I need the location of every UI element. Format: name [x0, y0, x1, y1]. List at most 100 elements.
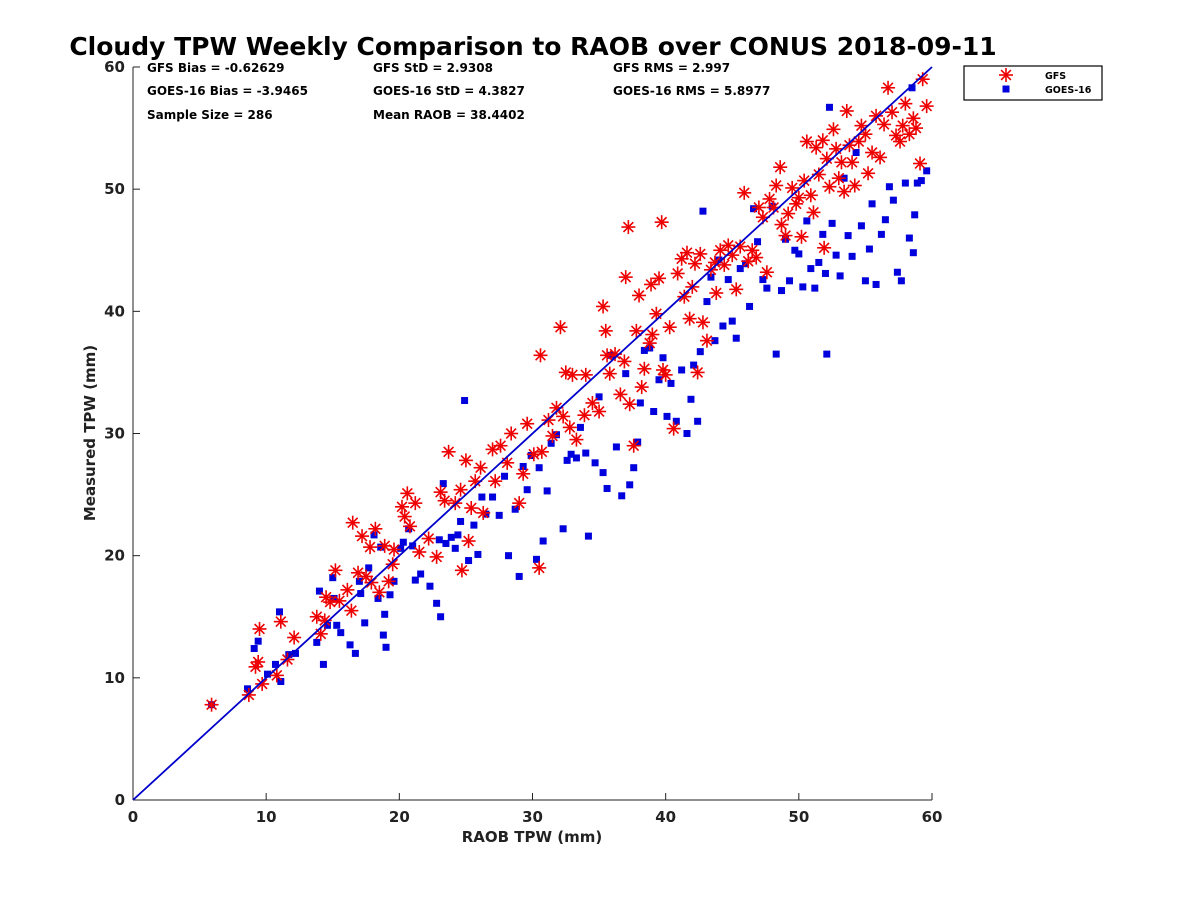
goes16-point — [379, 631, 387, 639]
goes16-point — [750, 205, 758, 213]
gfs-point — [690, 365, 705, 380]
goes16-point — [409, 542, 417, 550]
gfs-point — [839, 103, 854, 118]
gfs-point — [695, 315, 710, 330]
goes16-point — [836, 272, 844, 280]
gfs-point — [577, 408, 592, 423]
gfs-point — [791, 190, 806, 205]
goes16-point — [857, 222, 865, 230]
gfs-point — [556, 409, 571, 424]
gfs-point — [429, 549, 444, 564]
gfs-point — [569, 432, 584, 447]
goes16-point — [711, 337, 719, 345]
x-tick-label: 60 — [922, 808, 943, 826]
gfs-point — [368, 521, 383, 536]
gfs-point — [826, 122, 841, 137]
stat-text: GFS RMS = 2.997 — [613, 61, 730, 75]
gfs-point — [682, 311, 697, 326]
goes16-point — [523, 486, 531, 494]
gfs-point — [533, 348, 548, 363]
gfs-point — [565, 367, 580, 382]
gfs-point — [666, 421, 681, 436]
goes16-point — [547, 439, 555, 447]
goes16-point — [815, 258, 823, 266]
goes16-point — [694, 417, 702, 425]
gfs-point — [255, 676, 270, 691]
goes16-point — [382, 643, 390, 651]
goes16-point — [728, 317, 736, 325]
gfs-point — [488, 474, 503, 489]
x-axis-label: RAOB TPW (mm) — [462, 828, 603, 846]
legend: GFS GOES-16 — [963, 65, 1103, 101]
goes16-point — [622, 370, 630, 378]
gfs-point — [372, 585, 387, 600]
y-tick-label: 60 — [104, 58, 125, 76]
goes16-point — [527, 451, 535, 459]
goes16-point — [678, 366, 686, 374]
goes16-point — [454, 531, 462, 539]
legend-label-goes16: GOES-16 — [1045, 85, 1092, 96]
stat-text: GFS Bias = -0.62629 — [147, 61, 284, 75]
y-tick-label: 50 — [104, 180, 125, 198]
gfs-point — [831, 171, 846, 186]
one-to-one-line — [132, 66, 933, 801]
x-tick-label: 20 — [389, 808, 410, 826]
goes16-point — [313, 638, 321, 646]
gfs-point — [578, 367, 593, 382]
gfs-point — [885, 105, 900, 120]
gfs-point — [400, 486, 415, 501]
goes16-point — [285, 651, 293, 659]
goes16-point — [703, 298, 711, 306]
y-tick-label: 30 — [104, 425, 125, 443]
goes16-point — [370, 531, 378, 539]
gfs-point — [621, 220, 636, 235]
goes16-point — [315, 587, 323, 595]
goes16-point — [461, 397, 469, 405]
gfs-point — [441, 444, 456, 459]
gfs-point — [323, 595, 338, 610]
stat-text: GFS StD = 2.9308 — [373, 61, 493, 75]
gfs-point — [687, 256, 702, 271]
gfs-point — [629, 323, 644, 338]
goes16-point — [576, 423, 584, 431]
gfs-point — [437, 493, 452, 508]
gfs-point — [252, 621, 267, 636]
gfs-point — [617, 354, 632, 369]
gfs-point — [553, 320, 568, 335]
stats-annotation: GFS Bias = -0.62629 GFS StD = 2.9308 GFS R… — [147, 61, 770, 122]
gfs-point — [913, 156, 928, 171]
gfs-point — [618, 270, 633, 285]
gfs-point — [895, 118, 910, 133]
goes16-point — [489, 493, 497, 501]
goes16-point — [357, 590, 365, 598]
goes16-point — [803, 217, 811, 225]
gfs-point — [622, 397, 637, 412]
goes16-point — [690, 361, 698, 369]
reference-line-layer — [132, 66, 933, 801]
goes16-point — [823, 350, 831, 358]
y-tick-label: 20 — [104, 547, 125, 565]
y-tick-label: 40 — [104, 302, 125, 320]
goes16-point — [277, 677, 285, 685]
gfs-point — [693, 246, 708, 261]
goes16-point — [386, 591, 394, 599]
goes16-point — [381, 610, 389, 618]
stat-text: Mean RAOB = 38.4402 — [373, 108, 525, 122]
gfs-point — [873, 150, 888, 165]
goes16-point — [763, 284, 771, 292]
x-tick-label: 10 — [256, 808, 277, 826]
gfs-point — [847, 178, 862, 193]
goes16-point — [377, 543, 385, 551]
goes16-point — [351, 649, 359, 657]
goes16-point — [374, 594, 382, 602]
goes16-point — [852, 149, 860, 157]
gfs-point — [363, 540, 378, 555]
gfs-point — [516, 466, 531, 481]
gfs-point — [453, 482, 468, 497]
legend-gfs-asterisk — [999, 68, 1013, 82]
gfs-point — [476, 505, 491, 520]
goes16-point — [355, 577, 363, 585]
gfs-point — [797, 173, 812, 188]
goes16-point — [618, 492, 626, 500]
